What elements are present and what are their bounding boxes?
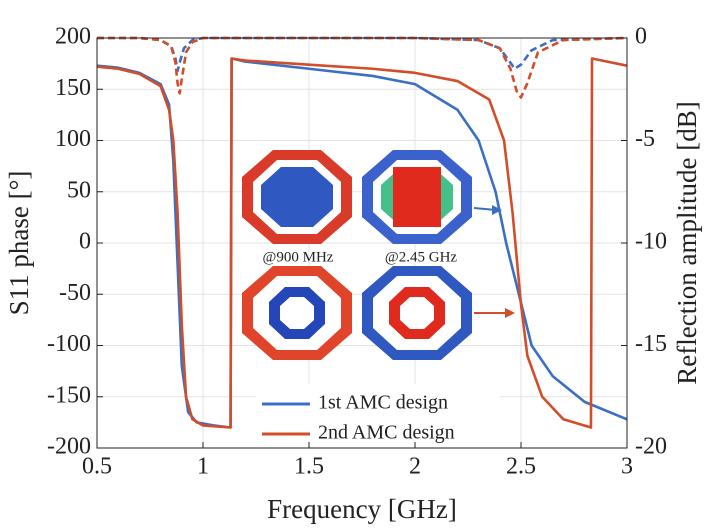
y-tick-label: -150 [47,382,91,408]
y2-tick-label: -15 [635,331,667,357]
annotation: @900 MHz [263,249,334,265]
legend: 1st AMC design 2nd AMC design [256,384,500,444]
series-line [96,57,628,429]
y-tick-label: 200 [55,24,91,50]
field-plot [362,266,472,360]
y2-tick-label: 0 [635,24,647,50]
legend-label: 2nd AMC design [318,422,455,444]
y-tick-label: 100 [55,126,91,152]
y-axis-label: S11 phase [°] [4,171,34,316]
x-tick-label: 2.5 [506,454,536,480]
y-tick-label: 150 [55,75,91,101]
x-tick-label: 1.5 [294,454,324,480]
y-tick-label: 0 [79,229,91,255]
inset-images [242,150,515,360]
y2-tick-label: -20 [635,434,667,460]
x-tick-label: 2 [409,454,421,480]
y-tick-label: -200 [47,434,91,460]
y2-tick-label: -10 [635,229,667,255]
y2-tick-label: -5 [635,126,655,152]
y-tick-label: -50 [59,280,91,306]
x-tick-label: 1 [197,454,209,480]
arrow-head [505,308,515,318]
field-plot [242,150,352,244]
x-axis-label: Frequency [GHz] [267,494,457,524]
y-tick-label: 50 [67,177,91,203]
annotation: @2.45 GHz [385,249,457,265]
x-tick-label: 0.5 [82,454,112,480]
x-tick-label: 3 [621,454,633,480]
field-plot [242,266,352,360]
y2-axis-label: Reflection amplitude [dB] [672,101,702,384]
y-tick-label: -100 [47,331,91,357]
arrow-head [492,205,502,215]
field-plot [362,150,472,244]
legend-label: 1st AMC design [318,392,448,414]
